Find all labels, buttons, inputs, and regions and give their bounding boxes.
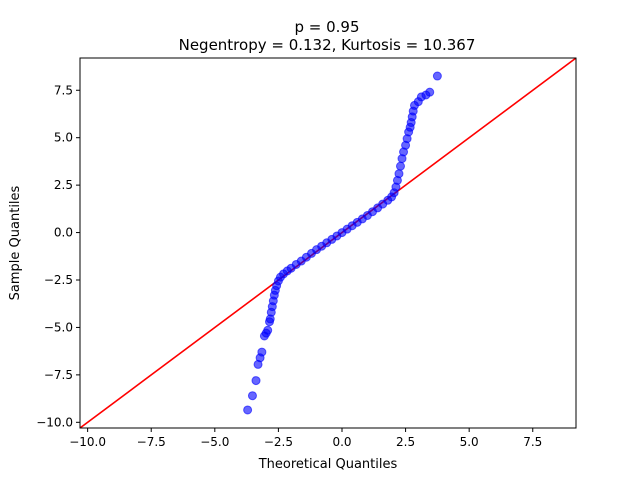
x-tick-label-3: −2.5 xyxy=(264,435,293,449)
data-point-46 xyxy=(395,161,405,171)
data-point-5 xyxy=(257,347,267,357)
x-tick-label-7: 7.5 xyxy=(523,435,542,449)
data-point-1 xyxy=(247,391,257,401)
x-tick-label-2: −5.0 xyxy=(200,435,229,449)
y-tick-label-0: −10.0 xyxy=(36,415,73,429)
data-point-60 xyxy=(425,87,435,97)
y-tick-label-7: 7.5 xyxy=(54,83,73,97)
x-tick-label-4: 0.0 xyxy=(332,435,351,449)
chart-title-line1: p = 0.95 xyxy=(294,18,359,36)
y-tick-label-3: −2.5 xyxy=(44,273,73,287)
points-layer xyxy=(243,71,442,415)
y-tick-label-6: 5.0 xyxy=(54,131,73,145)
y-tick-label-5: 2.5 xyxy=(54,178,73,192)
x-axis-ticks: −10.0 −7.5 −5.0 −2.5 0.0 2.5 5.0 7.5 xyxy=(69,428,542,449)
x-tick-label-0: −10.0 xyxy=(69,435,106,449)
chart-title-line2: Negentropy = 0.132, Kurtosis = 10.367 xyxy=(179,36,476,54)
x-tick-label-5: 2.5 xyxy=(396,435,415,449)
data-point-0 xyxy=(243,405,253,415)
x-tick-label-1: −7.5 xyxy=(137,435,166,449)
data-point-61 xyxy=(432,71,442,81)
y-axis-label: Sample Quantiles xyxy=(8,185,23,300)
data-point-8 xyxy=(263,325,273,335)
data-point-2 xyxy=(251,376,261,386)
data-point-45 xyxy=(394,169,404,179)
y-tick-label-2: −5.0 xyxy=(44,320,73,334)
plot-frame xyxy=(79,57,577,429)
y-tick-label-1: −7.5 xyxy=(44,368,73,382)
x-axis-label: Theoretical Quantiles xyxy=(258,457,398,472)
x-tick-label-6: 5.0 xyxy=(460,435,479,449)
y-axis-ticks: −10.0 −7.5 −5.0 −2.5 0.0 2.5 5.0 7.5 xyxy=(36,83,80,429)
y-tick-label-4: 0.0 xyxy=(54,226,73,240)
